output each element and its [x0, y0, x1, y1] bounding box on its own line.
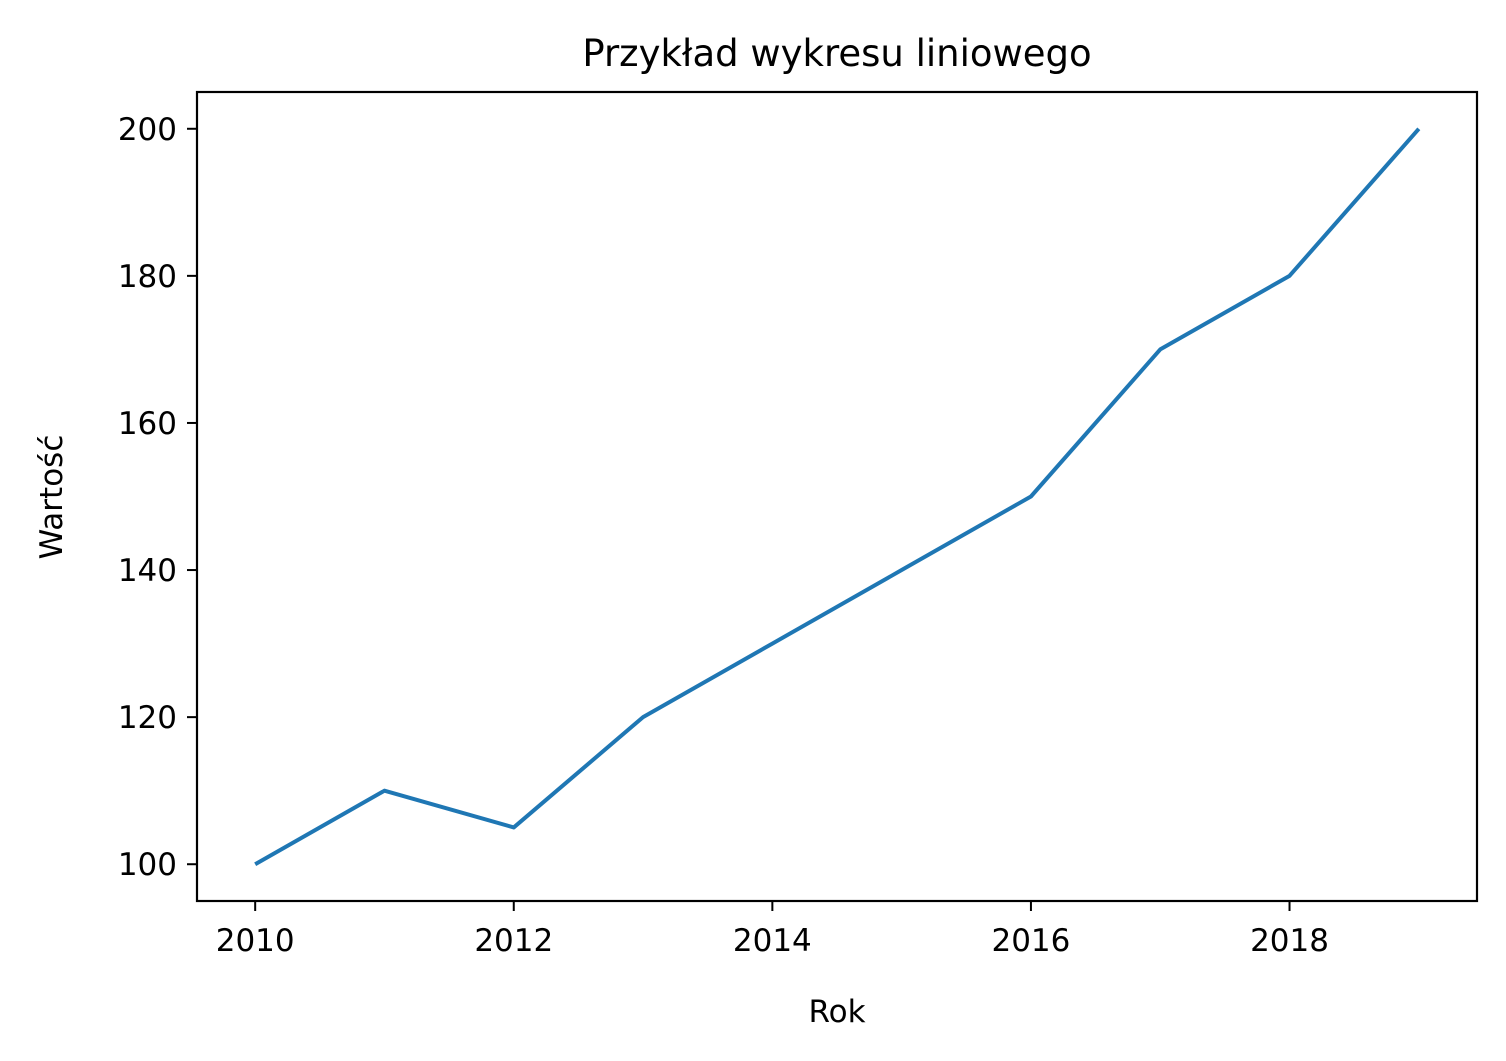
x-tick-label: 2012 — [474, 923, 553, 959]
data-point — [1289, 275, 1290, 276]
data-point — [255, 864, 256, 865]
data-point — [1030, 496, 1031, 497]
data-point — [1418, 128, 1419, 129]
y-axis-ticks: 100 120 140 160 180 200 — [118, 112, 197, 883]
x-tick-label: 2010 — [216, 923, 295, 959]
chart-title: Przykład wykresu liniowego — [582, 32, 1091, 75]
data-point — [643, 717, 644, 718]
y-tick-label: 120 — [118, 700, 177, 736]
x-axis-ticks: 2010 2012 2014 2016 2018 — [216, 901, 1329, 959]
data-point — [901, 570, 902, 571]
y-tick-label: 180 — [118, 259, 177, 295]
x-axis-title: Rok — [808, 994, 865, 1030]
y-axis-title: Wartość — [34, 435, 70, 560]
plot-frame — [195, 90, 1479, 903]
data-point — [772, 643, 773, 644]
y-tick-label: 200 — [118, 112, 177, 148]
series-layer — [254, 127, 1421, 866]
data-point — [1160, 349, 1161, 350]
series-line — [254, 127, 1421, 866]
y-tick-label: 160 — [118, 406, 177, 442]
data-point — [384, 790, 385, 791]
y-tick-label: 140 — [118, 553, 177, 589]
x-tick-label: 2016 — [991, 923, 1070, 959]
x-tick-label: 2014 — [733, 923, 812, 959]
data-point — [513, 827, 514, 828]
y-tick-label: 100 — [118, 847, 177, 883]
x-tick-label: 2018 — [1250, 923, 1329, 959]
